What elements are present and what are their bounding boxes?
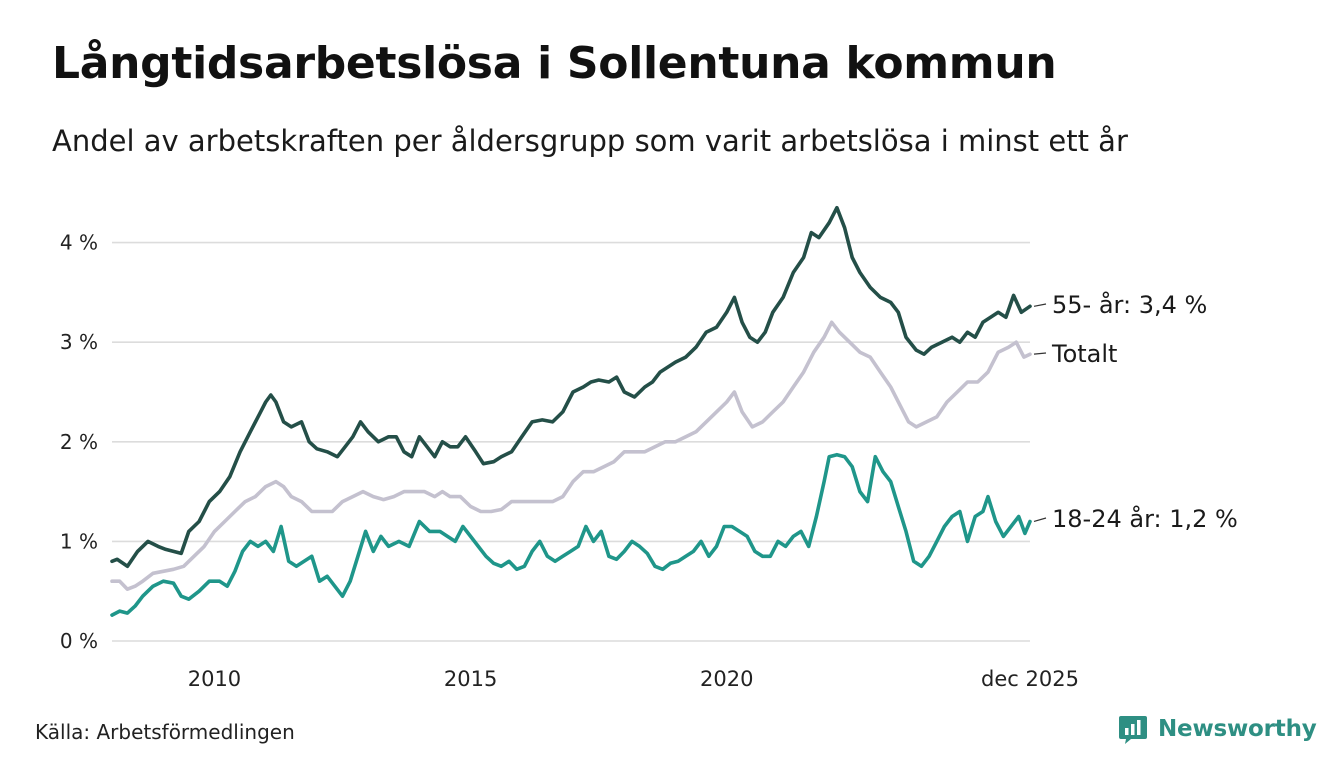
- end-label-connector: [1033, 352, 1047, 355]
- brand-name: Newsworthy: [1158, 716, 1317, 742]
- x-axis-ticks: 2010 2015 2020 dec 2025: [188, 667, 1079, 691]
- line-chart: 0 % 1 % 2 % 3 % 4 % 2010 2015 2020 dec 2025 55-…: [60, 205, 1238, 691]
- x-tick-label: dec 2025: [981, 667, 1079, 691]
- end-label-connector: [1033, 303, 1047, 307]
- x-tick-label: 2015: [444, 667, 497, 691]
- series-line-1824: [110, 452, 1032, 617]
- y-tick-label: 4 %: [60, 231, 98, 255]
- chart-title: Långtidsarbetslösa i Sollentuna kommun: [52, 38, 1057, 89]
- series-end-label: 18-24 år: 1,2 %: [1052, 504, 1238, 533]
- y-tick-label: 1 %: [60, 529, 98, 553]
- chart-subtitle: Andel av arbetskraften per åldersgrupp s…: [52, 124, 1128, 158]
- series-line-55: [110, 205, 1032, 569]
- source-note: Källa: Arbetsförmedlingen: [35, 720, 295, 744]
- series-end-label: 55- år: 3,4 %: [1052, 290, 1207, 319]
- series-lines: [110, 205, 1032, 617]
- series-line-Totalt: [110, 320, 1032, 591]
- grid-lines: [112, 241, 1030, 642]
- series-end-label: Totalt: [1051, 340, 1117, 368]
- y-tick-label: 0 %: [60, 629, 98, 653]
- y-tick-label: 3 %: [60, 330, 98, 354]
- newsworthy-logo-icon: [1119, 716, 1147, 744]
- y-tick-label: 2 %: [60, 430, 98, 454]
- end-labels: 55- år: 3,4 % Totalt 18-24 år: 1,2 %: [1033, 290, 1238, 533]
- end-label-connector: [1033, 517, 1047, 523]
- x-tick-label: 2010: [188, 667, 241, 691]
- brand-logo: Newsworthy: [1118, 714, 1317, 744]
- y-axis-ticks: 0 % 1 % 2 % 3 % 4 %: [60, 231, 98, 653]
- x-tick-label: 2020: [700, 667, 753, 691]
